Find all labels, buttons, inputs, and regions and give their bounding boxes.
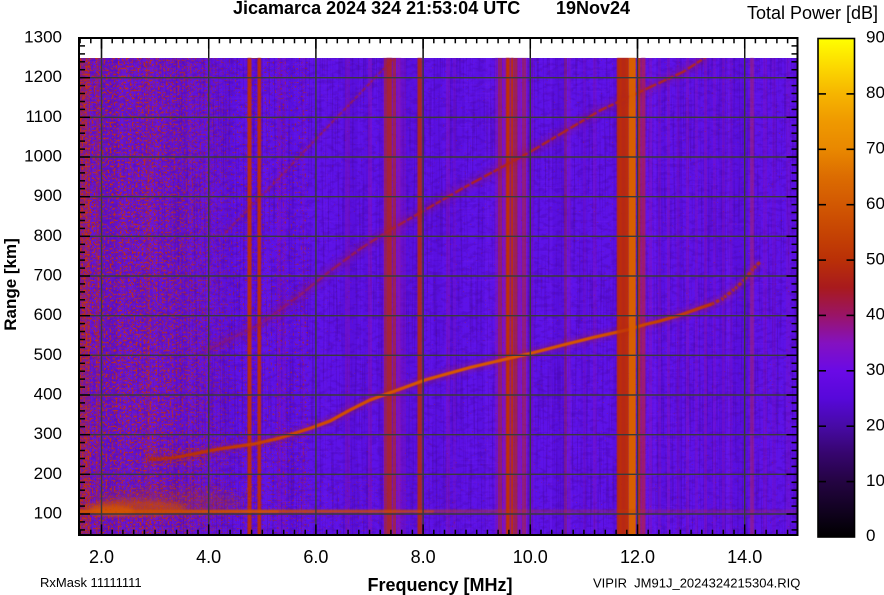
svg-text:90: 90 — [866, 28, 884, 47]
svg-text:70: 70 — [866, 139, 884, 158]
svg-text:50: 50 — [866, 249, 884, 268]
svg-text:200: 200 — [34, 464, 62, 483]
svg-text:300: 300 — [34, 424, 62, 443]
svg-text:100: 100 — [34, 504, 62, 523]
svg-text:Range [km]: Range [km] — [1, 238, 20, 331]
svg-text:80: 80 — [866, 83, 884, 102]
svg-text:800: 800 — [34, 226, 62, 245]
svg-text:12.0: 12.0 — [620, 547, 655, 567]
svg-text:30: 30 — [866, 360, 884, 379]
svg-text:900: 900 — [34, 186, 62, 205]
svg-text:40: 40 — [866, 305, 884, 324]
svg-text:Frequency [MHz]: Frequency [MHz] — [367, 575, 512, 595]
svg-text:2.0: 2.0 — [89, 547, 114, 567]
svg-text:1300: 1300 — [24, 28, 62, 47]
svg-text:Total Power [dB]: Total Power [dB] — [747, 3, 878, 23]
svg-text:400: 400 — [34, 385, 62, 404]
svg-text:14.0: 14.0 — [727, 547, 762, 567]
svg-text:1200: 1200 — [24, 67, 62, 86]
svg-text:10: 10 — [866, 471, 884, 490]
svg-text:VIPIR JM91J_2024324215304.RIQ: VIPIR JM91J_2024324215304.RIQ — [593, 576, 800, 591]
svg-text:1000: 1000 — [24, 147, 62, 166]
svg-text:6.0: 6.0 — [303, 547, 328, 567]
svg-text:0: 0 — [866, 526, 875, 545]
svg-text:600: 600 — [34, 305, 62, 324]
svg-text:1100: 1100 — [25, 107, 62, 126]
svg-text:10.0: 10.0 — [513, 547, 548, 567]
svg-text:4.0: 4.0 — [196, 547, 221, 567]
svg-text:Jicamarca 2024 324 21:53:04 UT: Jicamarca 2024 324 21:53:04 UTC — [233, 0, 520, 18]
svg-text:8.0: 8.0 — [411, 547, 436, 567]
svg-text:60: 60 — [866, 194, 884, 213]
svg-text:19Nov24: 19Nov24 — [556, 0, 630, 18]
svg-text:700: 700 — [34, 266, 62, 285]
svg-text:20: 20 — [866, 415, 884, 434]
svg-text:500: 500 — [34, 345, 62, 364]
svg-text:RxMask 11111111: RxMask 11111111 — [40, 575, 142, 590]
